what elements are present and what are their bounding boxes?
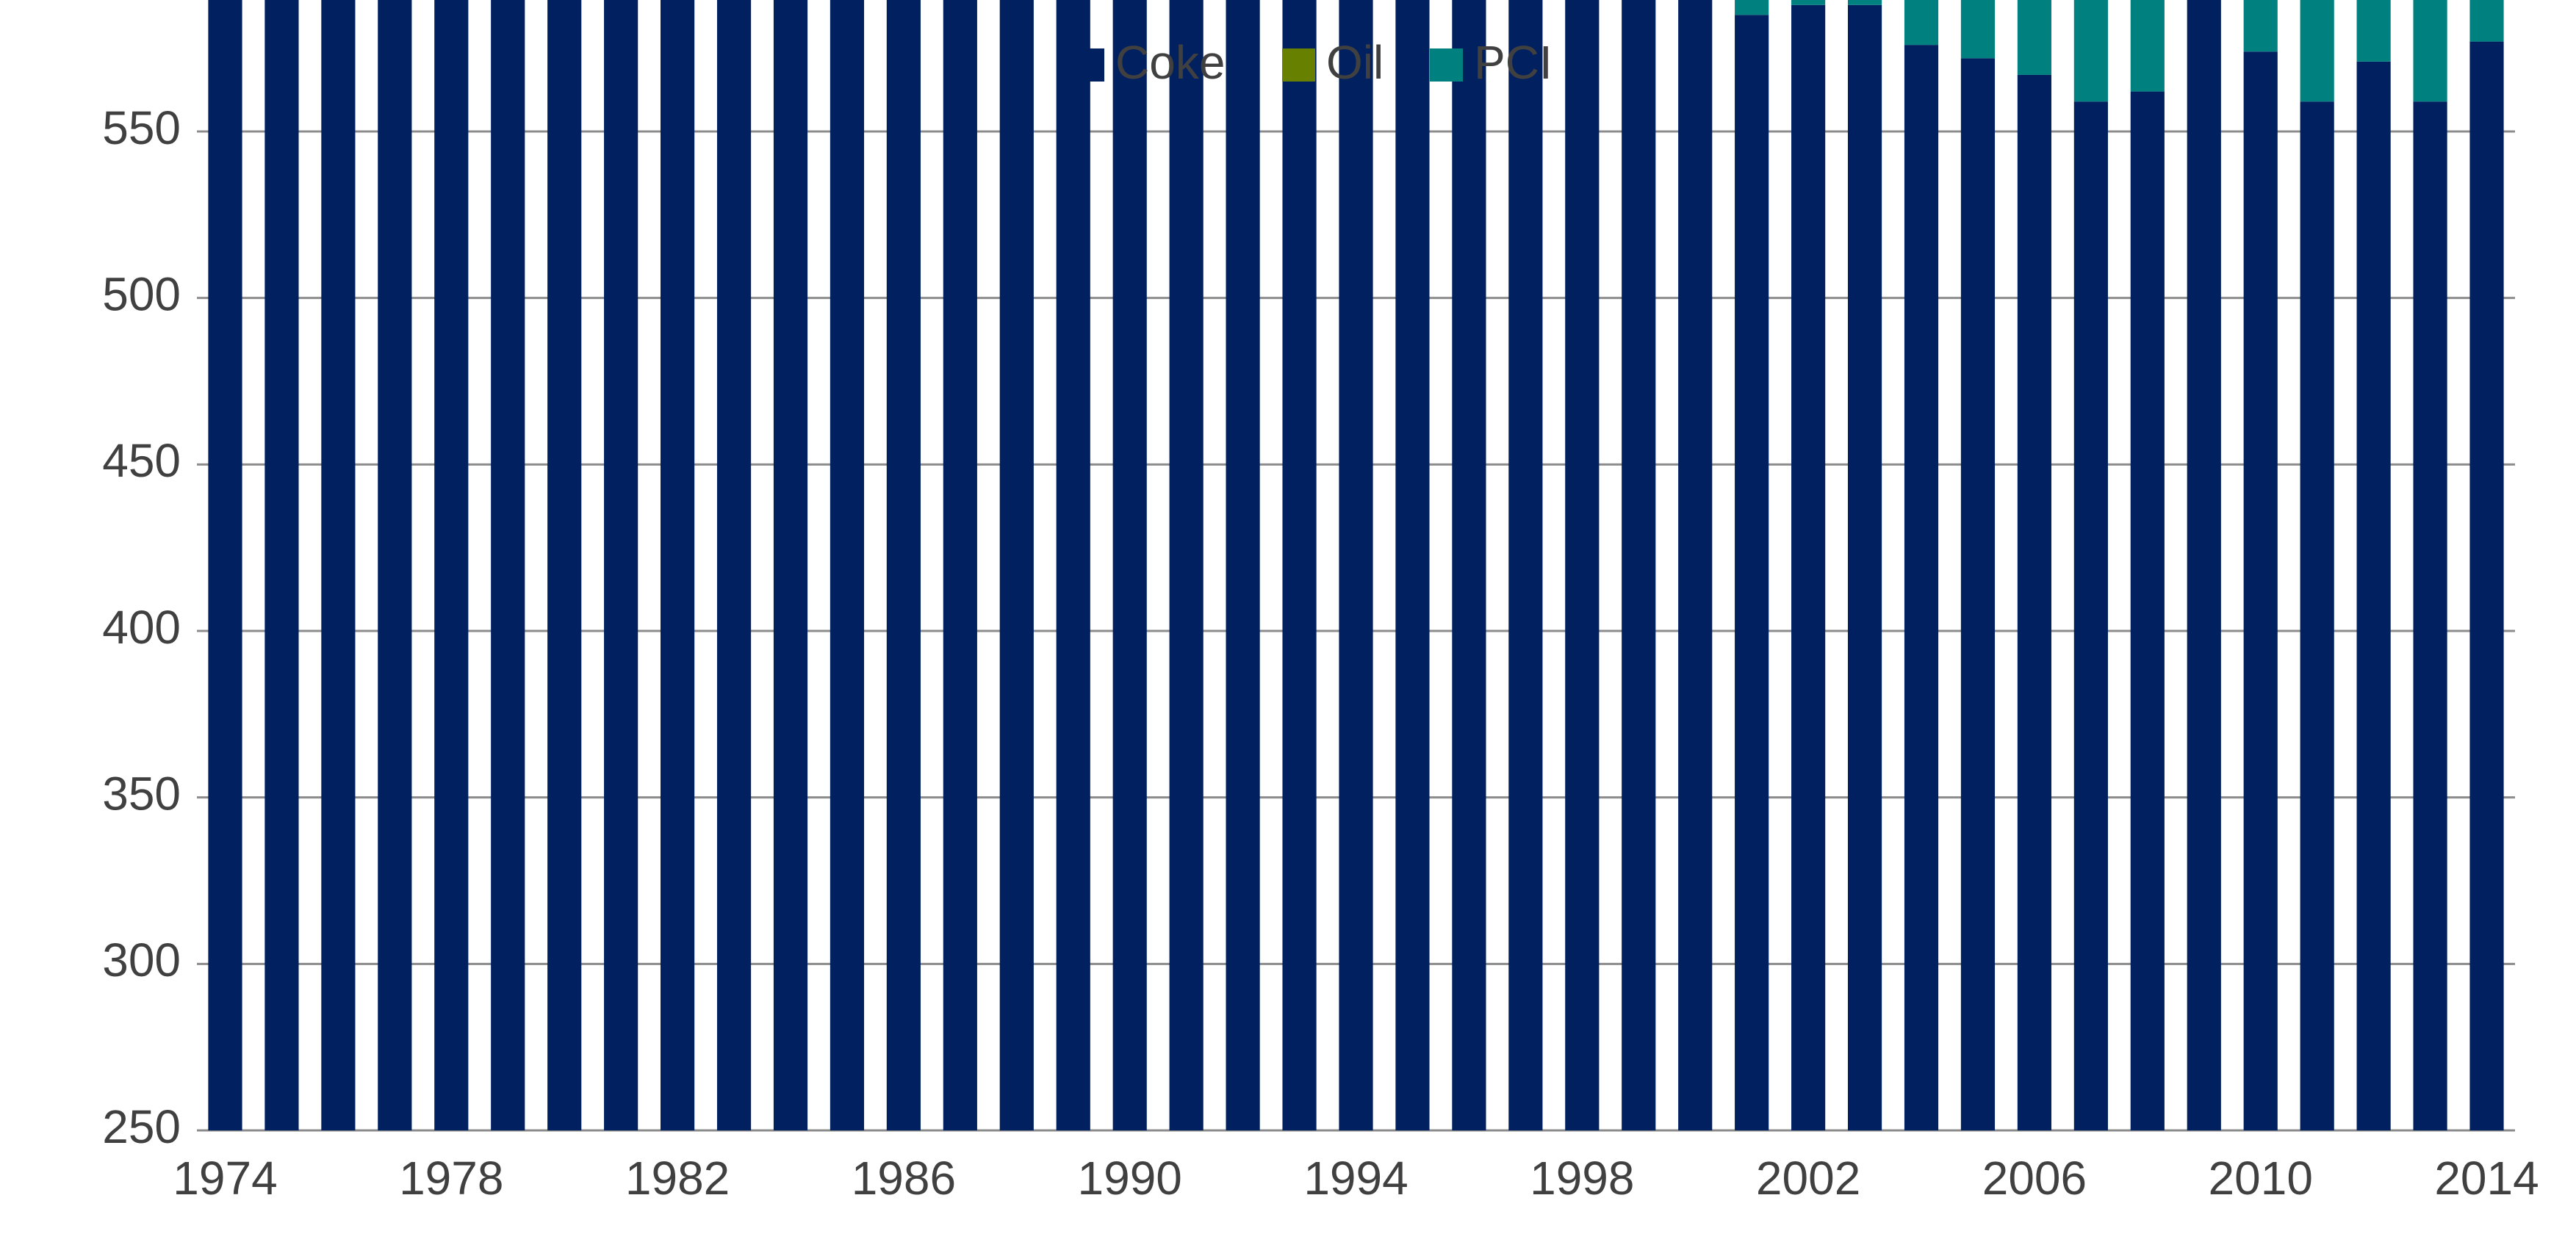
bar-segment [1791, 4, 1826, 1131]
x-tick-label: 1974 [173, 1152, 277, 1205]
bar-segment [2413, 101, 2447, 1131]
bar-segment [2073, 101, 2108, 1131]
bar-segment [773, 0, 808, 1130]
x-tick-label: 1982 [625, 1152, 730, 1205]
y-tick-label: 300 [102, 934, 181, 986]
y-tick-label: 350 [102, 768, 181, 820]
legend-swatch [1282, 48, 1315, 82]
bar-segment [1169, 0, 1204, 1130]
legend-swatch [1430, 48, 1463, 82]
bar-segment [2469, 0, 2504, 42]
bar-segment [1056, 0, 1090, 1131]
bar-segment [321, 0, 356, 1131]
y-tick-label: 500 [102, 268, 181, 321]
bar-segment [2356, 0, 2391, 62]
bar-segment [1735, 15, 1769, 1130]
bar-segment [1847, 0, 1882, 5]
bar-segment [2187, 0, 2221, 1130]
bar-segment [2243, 0, 2278, 52]
legend-label: Coke [1115, 36, 1225, 89]
bar-segment [1395, 0, 1430, 1130]
bar-segment [1960, 0, 1996, 59]
bar-segment [2413, 0, 2447, 102]
bar-segment [378, 0, 412, 1131]
bar-segment [1452, 0, 1486, 1130]
bar-segment [2073, 0, 2108, 102]
y-tick-label: 550 [102, 101, 181, 154]
bar-segment [1847, 4, 1882, 1131]
bar-segment [1735, 0, 1769, 15]
bar-segment [2243, 51, 2278, 1131]
bar-segment [2130, 0, 2165, 92]
bar-segment [208, 0, 242, 1130]
bar-segment [434, 0, 469, 1131]
bar-segment [2130, 91, 2165, 1131]
bar-segment [1226, 0, 1260, 1130]
x-tick-label: 1990 [1078, 1152, 1182, 1205]
bar-segment [2017, 0, 2051, 75]
bar-segment [943, 0, 977, 1130]
y-tick-label: 400 [102, 601, 181, 654]
bar-segment [999, 0, 1034, 1130]
x-tick-label: 1994 [1303, 1152, 1408, 1205]
x-tick-label: 2010 [2209, 1152, 2313, 1205]
x-tick-label: 1998 [1530, 1152, 1634, 1205]
bar-segment [1339, 0, 1373, 1130]
bar-segment [1904, 45, 1939, 1131]
bar-segment [661, 0, 695, 1130]
bar-segment [1565, 0, 1600, 1130]
legend-label: Oil [1326, 36, 1384, 89]
legend-swatch [1071, 48, 1104, 82]
x-tick-label: 1978 [399, 1152, 503, 1205]
bar-segment [2017, 74, 2051, 1130]
bar-segment [1678, 0, 1713, 1131]
bar-segment [491, 0, 525, 1130]
bar-segment [830, 0, 865, 1130]
bar-segment [1112, 0, 1147, 1130]
legend-label: PCI [1474, 36, 1553, 89]
bar-segment [265, 0, 299, 1131]
bar-segment [2300, 101, 2334, 1131]
x-tick-label: 2002 [1756, 1152, 1860, 1205]
y-tick-label: 250 [102, 1100, 181, 1153]
bar-segment [2469, 41, 2504, 1131]
bar-segment [2300, 0, 2334, 102]
bar-segment [1508, 0, 1543, 1131]
bar-segment [1791, 0, 1826, 5]
bar-segment [886, 0, 921, 1130]
bar-segment [1960, 58, 1996, 1130]
bar-segment [604, 0, 638, 1131]
bar-segment [2356, 61, 2391, 1130]
y-tick-label: 450 [102, 434, 181, 487]
bar-segment [716, 0, 752, 1130]
x-tick-label: 2014 [2434, 1152, 2539, 1205]
bar-segment [547, 0, 582, 1131]
x-tick-label: 1986 [852, 1152, 956, 1205]
x-tick-label: 2006 [1982, 1152, 2087, 1205]
bar-segment [1282, 0, 1317, 1131]
bar-segment [1622, 0, 1656, 1130]
bar-segment [1904, 0, 1939, 46]
